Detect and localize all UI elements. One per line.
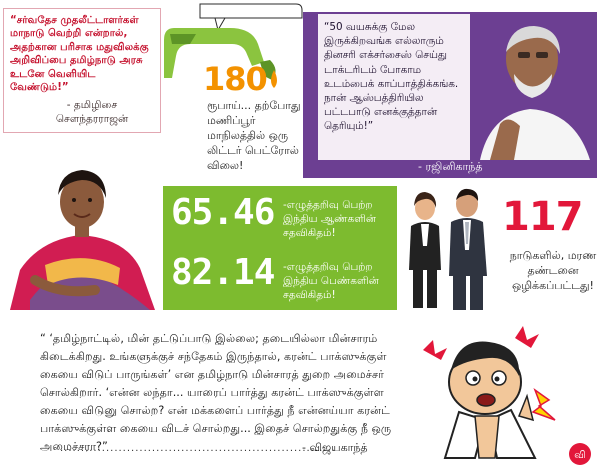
rajini-quote: “50 வயசுக்கு மேல இருக்கிறவங்க எல்லாரும் … (324, 21, 459, 133)
literacy-men-text: -எழுத்தறிவு பெற்ற இந்திய ஆண்களின் சதவிகி… (283, 199, 377, 239)
tamilisai-author-line1: - தமிழிசை (66, 99, 118, 111)
literacy-women-number: 82.14 (171, 252, 275, 293)
tamilisai-quote-box: “சர்வதேச முதலீட்டாளர்கள் மாநாடு வெற்றி எ… (3, 8, 161, 133)
tamilisai-author-line2: சௌந்தரராஜன் (55, 113, 129, 125)
publication-logo: வி (569, 443, 591, 465)
tamilisai-quote: “சர்வதேச முதலீட்டாளர்கள் மாநாடு வெற்றி எ… (10, 15, 149, 94)
rajini-author: - ரஜினிகாந்த் (418, 160, 483, 173)
literacy-women-text: -எழுத்தறிவு பெற்ற இந்திய பெண்களின் சதவிக… (283, 261, 379, 301)
death-penalty-number: 117 (502, 194, 583, 240)
tamilisai-photo (10, 170, 155, 310)
fuel-nozzle-icon (164, 3, 303, 88)
dotted-separator: ........................................… (60, 443, 336, 454)
man-woman-illustration (397, 186, 497, 310)
literacy-men-number: 65.46 (171, 192, 275, 233)
vijayakanth-cartoon (423, 326, 556, 459)
vijayakanth-author: - விஜயகாந்த் (302, 441, 368, 454)
fuel-price-text: ரூபாய்... தற்போது மணிப்பூர் மாநிலத்தில் … (207, 99, 301, 172)
literacy-panel: 65.46 -எழுத்தறிவு பெற்ற இந்திய ஆண்களின் … (163, 186, 397, 310)
death-penalty-text: நாடுகளில், மரண தண்டனை ஒழிக்கப்பட்டது! (509, 249, 597, 292)
tamilisai-author: - தமிழிசை சௌந்தரராஜன் (32, 98, 152, 126)
rajini-quote-card: “50 வயசுக்கு மேல இருக்கிறவங்க எல்லாரும் … (318, 14, 470, 160)
vijayakanth-quote: “ ‘தமிழ்நாட்டில், மின் தட்டுப்பாடு இல்லை… (40, 332, 392, 453)
fuel-price-number: 180 (203, 60, 268, 98)
rajini-photo (470, 14, 597, 160)
logo-text: வி (574, 450, 585, 461)
